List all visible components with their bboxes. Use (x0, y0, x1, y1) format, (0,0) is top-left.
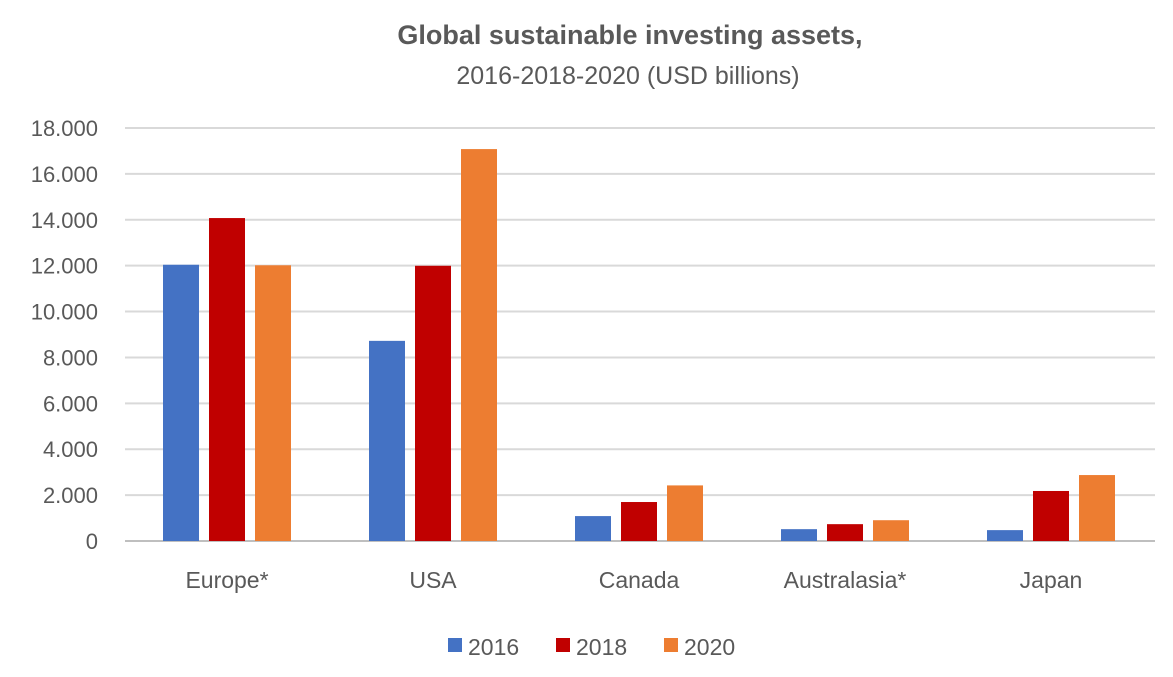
y-tick-label: 16.000 (31, 162, 98, 187)
legend-swatch-2016 (448, 638, 462, 652)
bar-2018 (621, 502, 657, 541)
y-tick-label: 6.000 (43, 391, 98, 416)
chart-subtitle: 2016-2018-2020 (USD billions) (456, 62, 799, 90)
legend-label: 2016 (468, 634, 519, 660)
legend-label: 2020 (684, 634, 735, 660)
legend-swatch-2018 (556, 638, 570, 652)
bar-2016 (987, 530, 1023, 541)
bar-2020 (667, 485, 703, 541)
x-axis-labels: Europe* USA Canada Australasia* Japan (185, 567, 1082, 593)
x-tick-label: Japan (1020, 567, 1083, 593)
legend-label: 2018 (576, 634, 627, 660)
bar-2016 (163, 264, 199, 541)
bars (163, 149, 1115, 541)
bar-2018 (1033, 490, 1069, 541)
legend: 2016 2018 2020 (448, 634, 735, 660)
bar-2016 (369, 340, 405, 541)
y-tick-label: 8.000 (43, 345, 98, 370)
bar-2020 (255, 265, 291, 541)
y-tick-label: 0 (86, 529, 98, 554)
bar-2020 (461, 149, 497, 541)
y-tick-label: 14.000 (31, 208, 98, 233)
x-tick-label: USA (409, 567, 457, 593)
bar-2020 (1079, 475, 1115, 541)
y-tick-label: 18.000 (31, 116, 98, 141)
bar-2018 (209, 218, 245, 541)
bar-2018 (827, 524, 863, 541)
y-tick-label: 12.000 (31, 254, 98, 279)
bar-2016 (781, 529, 817, 541)
gridlines (125, 127, 1155, 542)
y-tick-label: 10.000 (31, 300, 98, 325)
legend-swatch-2020 (664, 638, 678, 652)
bar-2016 (575, 516, 611, 541)
chart-title: Global sustainable investing assets, (397, 20, 862, 50)
bar-2020 (873, 520, 909, 541)
y-tick-label: 4.000 (43, 437, 98, 462)
x-tick-label: Europe* (185, 567, 268, 593)
bar-2018 (415, 265, 451, 541)
x-tick-label: Canada (599, 567, 680, 593)
x-tick-label: Australasia* (784, 567, 907, 593)
y-tick-label: 2.000 (43, 483, 98, 508)
y-axis-ticks: 0 2.000 4.000 6.000 8.000 10.000 12.000 14.000 1… (31, 116, 98, 554)
